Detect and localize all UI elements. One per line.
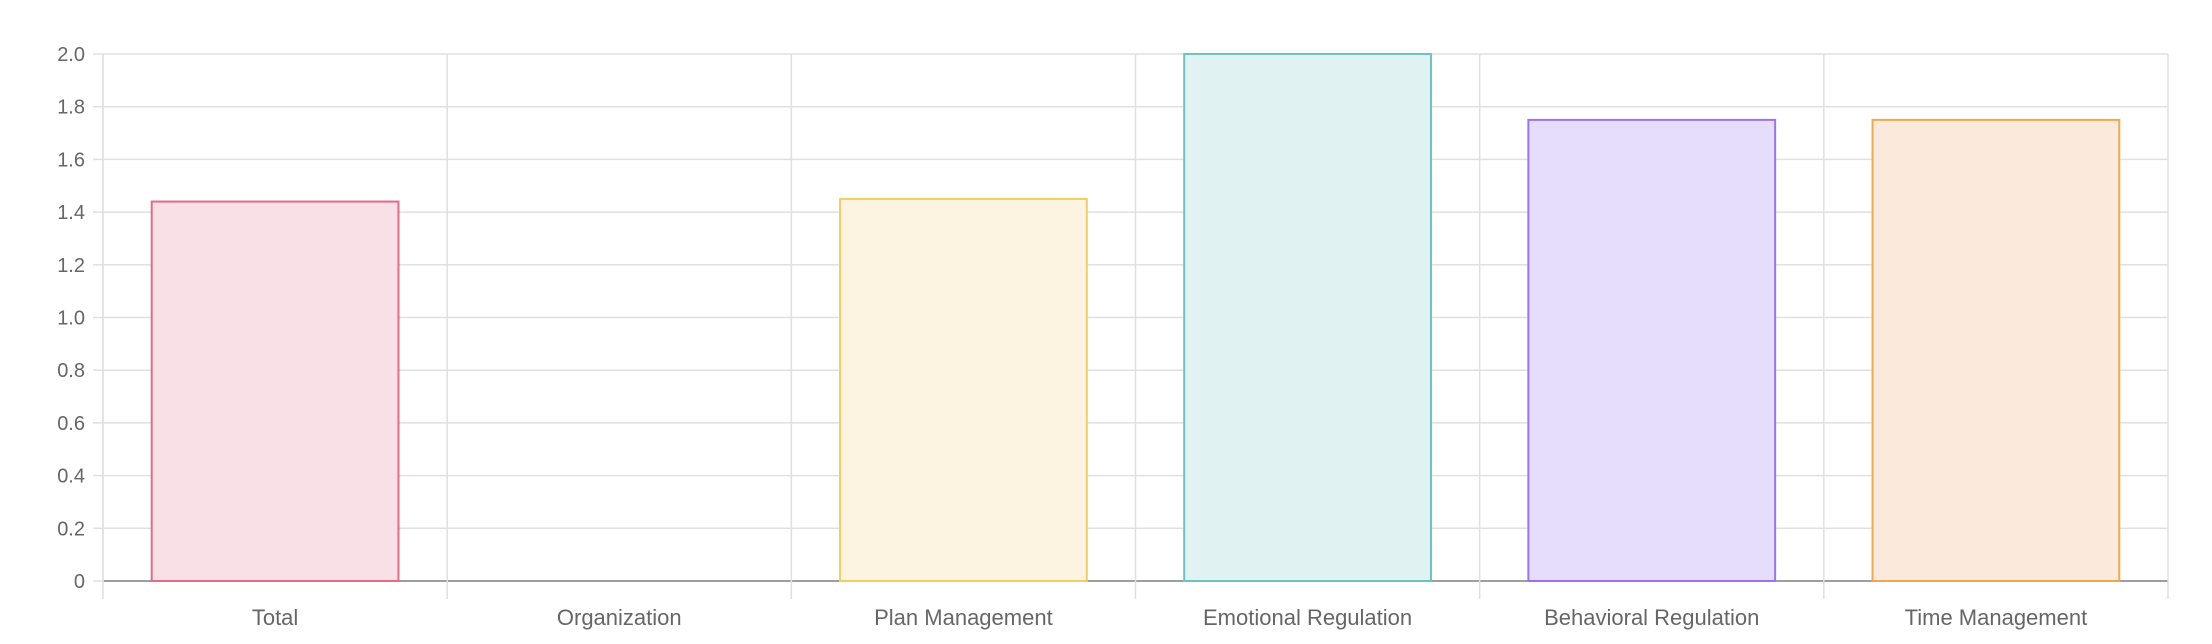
y-tick-label: 0.6	[57, 413, 85, 435]
x-category-label: Time Management	[1905, 605, 2088, 630]
axis-layer	[93, 53, 104, 582]
grid-layer	[102, 53, 2169, 599]
y-tick-label: 1.8	[57, 97, 85, 119]
y-tick-label: 0.2	[57, 518, 85, 540]
y-tick-label: 1.4	[57, 202, 85, 224]
x-category-label: Emotional Regulation	[1203, 605, 1412, 630]
bar-total	[150, 200, 400, 582]
bar-behavioral-regulation	[1527, 118, 1777, 582]
y-tick-label: 1.0	[57, 308, 85, 330]
x-category-label: Plan Management	[874, 605, 1053, 630]
bar-layer	[150, 53, 2121, 583]
y-tick-label: 0	[74, 571, 85, 593]
y-tick-label: 2.0	[57, 44, 85, 66]
y-tick-label: 0.8	[57, 360, 85, 382]
x-category-label: Total	[252, 605, 298, 630]
y-tick-label: 1.2	[57, 255, 85, 277]
x-category-label: Behavioral Regulation	[1544, 605, 1759, 630]
y-tick-label: 0.4	[57, 466, 85, 488]
y-tick-label: 1.6	[57, 149, 85, 171]
bar-plan-management	[839, 197, 1088, 583]
label-layer: 0 0.2 0.4 0.6 0.8 1.0 1.2 1.4 1.6 1.8 2.0 Total Orga…	[57, 44, 2087, 630]
x-category-label: Organization	[557, 605, 682, 630]
bar-emotional-regulation	[1183, 53, 1432, 582]
bar-time-management	[1871, 118, 2121, 582]
